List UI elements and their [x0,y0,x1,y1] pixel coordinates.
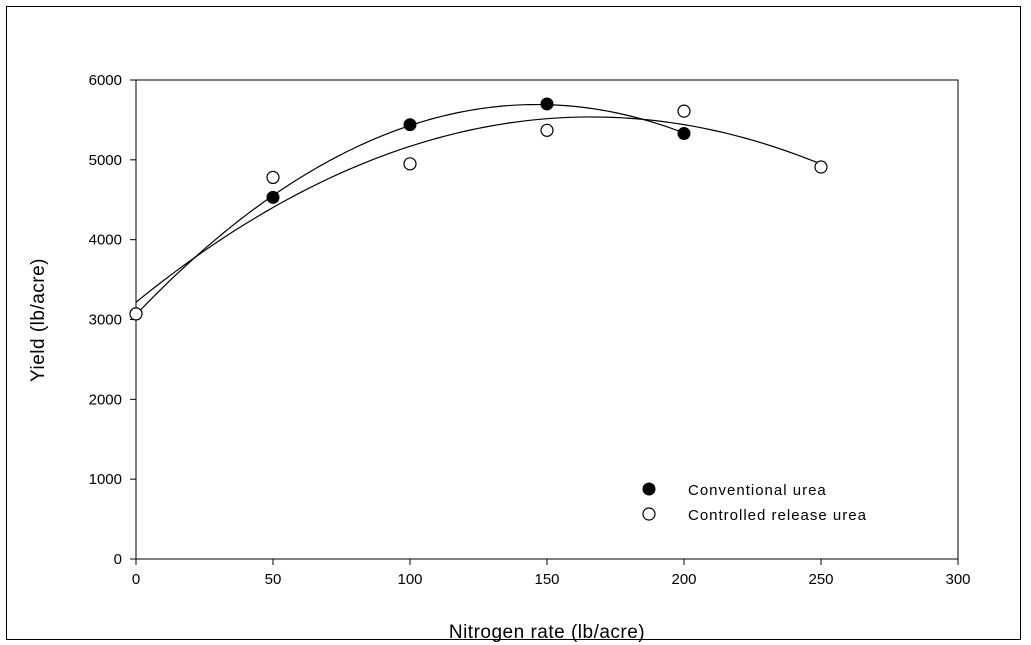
legend: Conventional urea Controlled release ure… [642,482,867,524]
y-tick-label: 1000 [89,471,122,488]
point-controlled-release-urea [677,104,691,118]
x-tick-label: 250 [808,571,833,588]
legend-label-controlled-release-urea: Controlled release urea [688,507,867,524]
x-tick-label: 100 [397,571,422,588]
point-controlled-release-urea [540,123,554,137]
y-tick-label: 4000 [89,232,122,249]
point-controlled-release-urea [814,160,828,174]
x-tick-label: 0 [132,571,140,588]
chart-frame [6,6,1021,640]
y-axis-title: Yield (lb/acre) [28,258,49,382]
axes: 0 50 100 150 200 250 3000100020003000400050006… [89,72,971,588]
point-conventional-urea [403,118,417,132]
x-tick-label: 150 [534,571,559,588]
point-controlled-release-urea [403,157,417,171]
y-tick-label: 3000 [89,312,122,329]
y-tick-label: 2000 [89,391,122,408]
point-controlled-release-urea [266,170,280,184]
x-tick-label: 50 [265,571,282,588]
legend-label-conventional-urea: Conventional urea [688,482,827,499]
data-points [129,97,828,321]
point-conventional-urea [540,97,554,111]
plot-area [135,79,959,560]
point-controlled-release-urea [129,307,143,321]
x-axis-title: Nitrogen rate (lb/acre) [449,622,645,643]
y-tick-label: 6000 [89,72,122,89]
x-tick-label: 200 [671,571,696,588]
legend-marker-controlled-release-urea [642,507,656,521]
x-tick-label: 300 [945,571,970,588]
point-conventional-urea [266,190,280,204]
legend-marker-conventional-urea [642,482,656,496]
fit-curve-series-1 [135,116,822,303]
fit-lines [135,103,822,316]
y-tick-label: 0 [114,551,122,568]
point-conventional-urea [677,126,691,140]
y-tick-label: 5000 [89,152,122,169]
fit-curve-series-0 [135,103,685,316]
